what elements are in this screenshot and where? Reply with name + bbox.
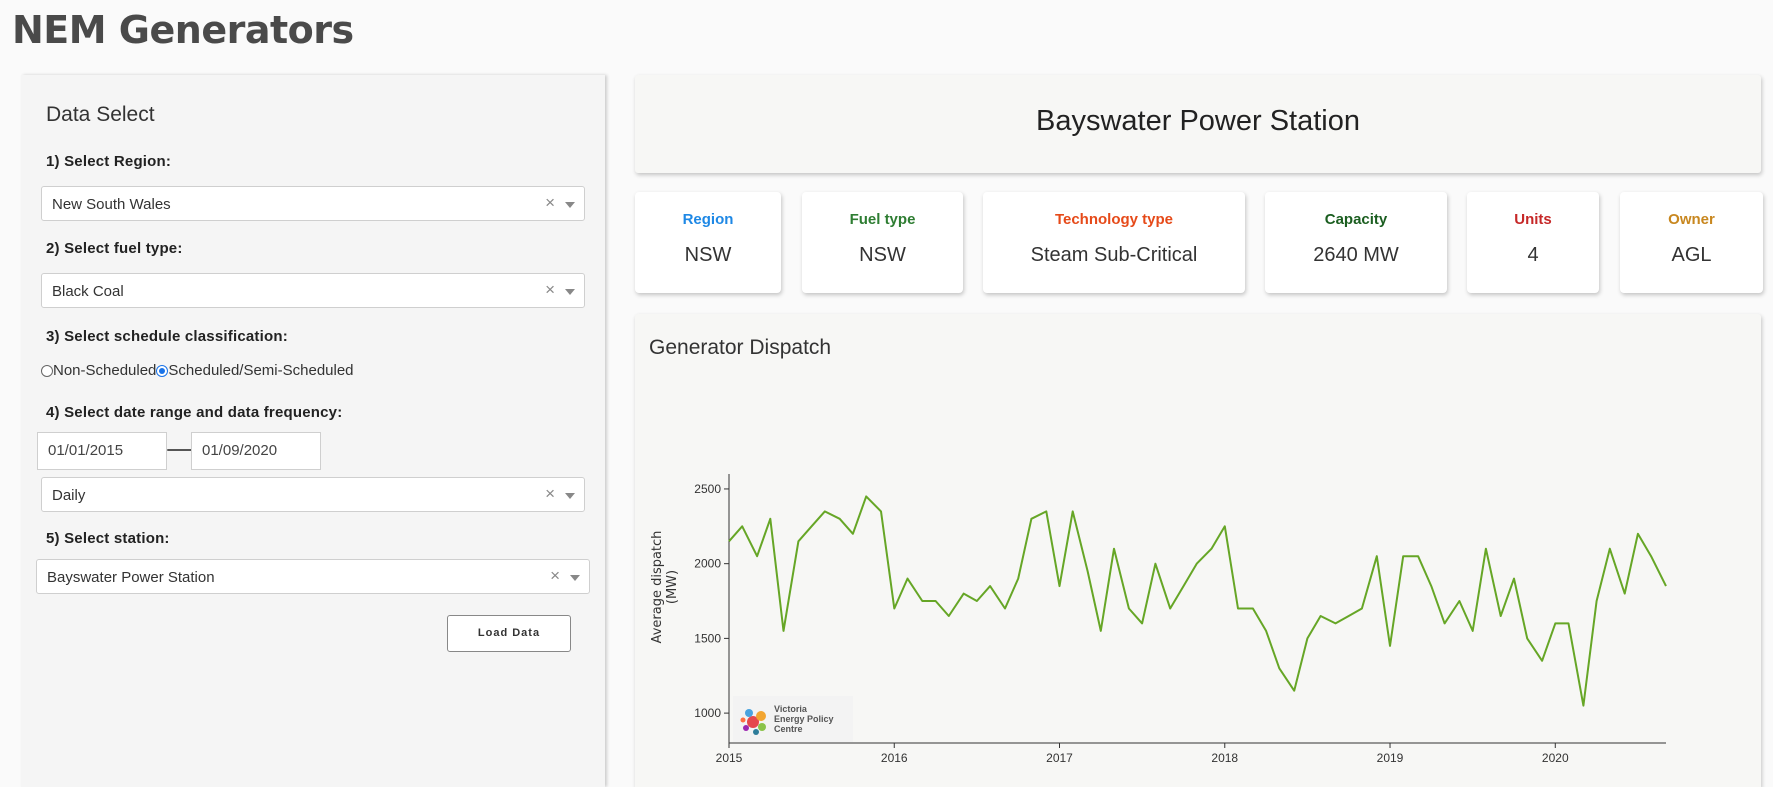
radio-scheduled-label[interactable]: Scheduled/Semi-Scheduled — [168, 362, 354, 379]
info-card-value: NSW — [684, 244, 732, 266]
x-tick-label: 2017 — [1046, 751, 1073, 765]
vepc-logo-icon — [740, 709, 766, 735]
end-date-input[interactable]: 01/09/2020 — [191, 432, 321, 470]
info-card-label: Fuel type — [849, 211, 916, 228]
info-card-label: Units — [1514, 211, 1552, 228]
info-card-label: Region — [682, 211, 734, 228]
info-card-label: Technology type — [1054, 211, 1174, 228]
y-tick-label: 1500 — [694, 631, 721, 645]
frequency-select[interactable]: Daily × — [41, 477, 585, 512]
frequency-select-value: Daily — [52, 487, 86, 504]
generator-dispatch-panel: Generator Dispatch Average dispatch (MW)… — [635, 314, 1761, 787]
load-data-button[interactable]: Load Data — [447, 615, 571, 652]
info-card-value: 4 — [1527, 244, 1539, 266]
info-card-value: NSW — [859, 244, 906, 266]
chevron-down-icon[interactable] — [570, 575, 580, 581]
x-tick-label: 2020 — [1542, 751, 1569, 765]
radio-scheduled[interactable] — [156, 364, 169, 377]
y-tick-label: 2500 — [694, 482, 721, 496]
step5-label: 5) Select station: — [46, 530, 170, 547]
info-card-owner: Owner AGL — [1620, 192, 1763, 293]
station-header-card: Bayswater Power Station — [635, 75, 1761, 173]
info-card-capacity: Capacity 2640 MW — [1265, 192, 1447, 293]
start-date-input[interactable]: 01/01/2015 — [37, 432, 167, 470]
chart-title: Generator Dispatch — [649, 336, 832, 359]
clear-icon[interactable]: × — [545, 193, 555, 212]
chevron-down-icon[interactable] — [565, 289, 575, 295]
fuel-type-select-value: Black Coal — [52, 283, 124, 300]
y-tick-label: 1000 — [694, 706, 721, 720]
chevron-down-icon[interactable] — [565, 493, 575, 499]
radio-non-scheduled[interactable] — [41, 364, 53, 377]
schedule-radio-group: Non-Scheduled Scheduled/Semi-Scheduled — [41, 362, 354, 379]
clear-icon[interactable]: × — [545, 484, 555, 503]
info-card-technology-type: Technology type Steam Sub-Critical — [983, 192, 1245, 293]
step4-label: 4) Select date range and data frequency: — [46, 404, 343, 421]
x-tick-label: 2015 — [716, 751, 743, 765]
station-select-value: Bayswater Power Station — [47, 569, 215, 586]
station-select[interactable]: Bayswater Power Station × — [36, 559, 590, 594]
radio-non-scheduled-label[interactable]: Non-Scheduled — [53, 362, 157, 379]
fuel-type-select[interactable]: Black Coal × — [41, 273, 585, 308]
y-tick-label: 2000 — [694, 557, 721, 571]
step3-label: 3) Select schedule classification: — [46, 328, 288, 345]
info-card-units: Units 4 — [1467, 192, 1599, 293]
vepc-logo-text: Victoria Energy Policy Centre — [774, 704, 834, 734]
clear-icon[interactable]: × — [545, 280, 555, 299]
clear-icon[interactable]: × — [550, 566, 560, 585]
info-card-value: Steam Sub-Critical — [1030, 244, 1198, 266]
region-select-value: New South Wales — [52, 196, 171, 213]
x-tick-label: 2016 — [881, 751, 908, 765]
station-title: Bayswater Power Station — [1036, 105, 1360, 137]
chevron-down-icon[interactable] — [565, 202, 575, 208]
page-title: NEM Generators — [12, 8, 354, 52]
x-tick-label: 2019 — [1377, 751, 1404, 765]
data-select-panel: Data Select 1) Select Region: New South … — [21, 75, 605, 787]
step1-label: 1) Select Region: — [46, 153, 172, 170]
x-tick-label: 2018 — [1211, 751, 1238, 765]
info-card-label: Capacity — [1324, 211, 1388, 228]
info-card-fuel-type: Fuel type NSW — [802, 192, 963, 293]
region-select[interactable]: New South Wales × — [41, 186, 585, 221]
panel-title: Data Select — [46, 103, 155, 126]
dispatch-chart: 1000 1500 2000 2500 2015 2016 2017 2018 2019 2020 — [694, 474, 1667, 765]
dispatch-series-line — [728, 495, 1667, 707]
vepc-logo: Victoria Energy Policy Centre — [733, 696, 853, 742]
step2-label: 2) Select fuel type: — [46, 240, 183, 257]
info-card-label: Owner — [1668, 211, 1715, 228]
info-card-value: AGL — [1671, 244, 1712, 266]
info-card-value: 2640 MW — [1313, 244, 1399, 266]
info-card-region: Region NSW — [635, 192, 781, 293]
